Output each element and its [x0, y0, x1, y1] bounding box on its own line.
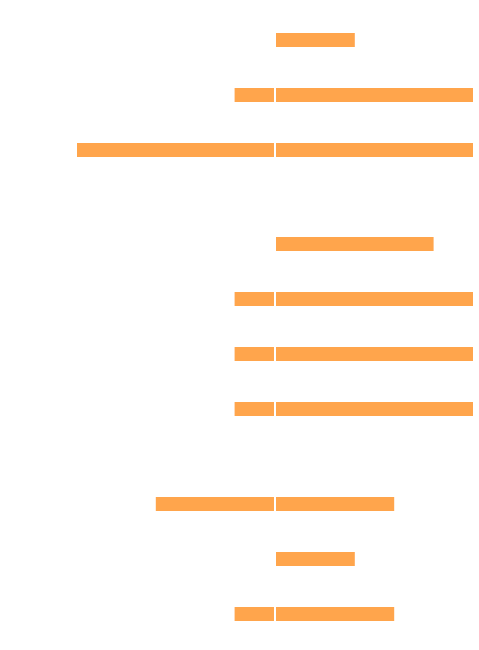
bar-left-row-3 [77, 143, 274, 157]
bar-left-row-6 [234, 347, 274, 361]
bar-right-row-3 [276, 143, 473, 157]
bar-right-row-2 [276, 88, 473, 102]
bar-right-row-10 [276, 607, 395, 621]
bar-right-row-5 [276, 292, 473, 306]
bar-left-row-8 [155, 497, 274, 511]
bar-right-row-8 [276, 497, 395, 511]
bar-left-row-2 [234, 88, 274, 102]
bar-right-row-9 [276, 552, 355, 566]
bar-left-row-5 [234, 292, 274, 306]
bar-right-row-1 [276, 33, 355, 47]
bar-right-row-4 [276, 237, 434, 251]
bar-right-row-7 [276, 402, 473, 416]
bar-right-row-6 [276, 347, 473, 361]
bar-left-row-7 [234, 402, 274, 416]
bar-left-row-10 [234, 607, 274, 621]
